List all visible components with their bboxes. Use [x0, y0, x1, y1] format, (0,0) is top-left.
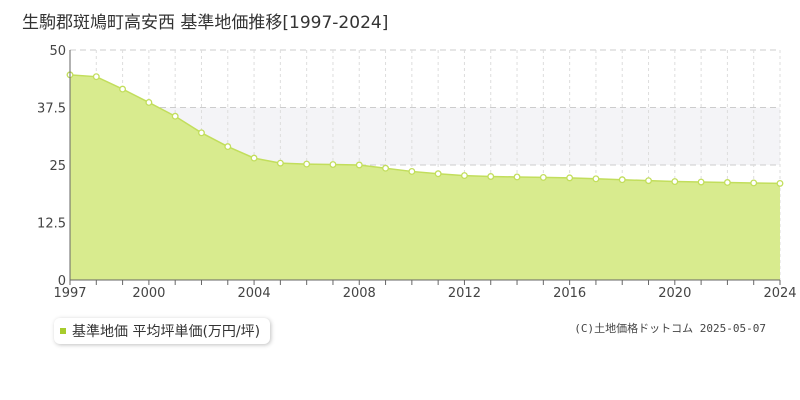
- data-point: [145, 98, 153, 106]
- legend-marker: [60, 328, 66, 334]
- credit-text: (C)土地価格ドットコム 2025-05-07: [574, 322, 766, 335]
- x-tick-label: 2012: [448, 286, 481, 301]
- y-tick-label: 12.5: [37, 217, 66, 232]
- data-point: [671, 178, 679, 186]
- data-point: [776, 179, 784, 187]
- x-tick-label: 2004: [238, 286, 271, 301]
- legend: 基準地価 平均坪単価(万円/坪): [54, 318, 271, 344]
- data-point: [697, 178, 705, 186]
- x-tick-label: 2020: [658, 286, 691, 301]
- data-point: [303, 160, 311, 168]
- data-point: [513, 173, 521, 181]
- data-point: [539, 173, 547, 181]
- data-point: [566, 174, 574, 182]
- data-point: [329, 161, 337, 168]
- data-point: [224, 143, 232, 151]
- data-point: [408, 167, 416, 175]
- y-tick-label: 50: [49, 44, 66, 59]
- data-point: [171, 112, 179, 120]
- legend-label: 基準地価 平均坪単価(万円/坪): [72, 324, 261, 340]
- series-area: [70, 74, 780, 280]
- data-point: [198, 129, 205, 137]
- series-line: [69, 74, 781, 185]
- data-point: [250, 154, 258, 162]
- data-point: [92, 73, 100, 81]
- data-point: [750, 179, 758, 187]
- data-point: [276, 159, 284, 167]
- axis-layer: [69, 50, 781, 285]
- x-tick-label: 2000: [132, 286, 165, 301]
- x-tick-label: 1997: [53, 286, 86, 301]
- x-tick-label: 2016: [553, 286, 586, 301]
- data-point: [434, 170, 442, 178]
- area-layer: [69, 74, 781, 280]
- data-point: [618, 176, 626, 184]
- y-tick-label: 25: [49, 159, 66, 174]
- y-tick-label: 0: [58, 274, 66, 289]
- point-layer: [66, 71, 784, 187]
- data-point: [119, 85, 127, 93]
- y-tick-label: 37.5: [37, 102, 66, 117]
- data-point: [487, 173, 495, 180]
- data-point: [723, 179, 731, 186]
- tick-label-layer: 0 12.5 25 37.5 50 1997 2000 2004 2008 2012 2016 202…: [37, 44, 797, 301]
- data-point: [355, 161, 363, 169]
- data-point: [592, 175, 600, 183]
- x-tick-label: 2024: [763, 286, 796, 301]
- data-point: [382, 164, 390, 172]
- x-tick-label: 2008: [343, 286, 376, 301]
- data-point: [645, 177, 652, 185]
- chart-title: 生駒郡斑鳩町高安西 基準地価推移[1997-2024]: [22, 13, 389, 33]
- data-point: [460, 172, 468, 180]
